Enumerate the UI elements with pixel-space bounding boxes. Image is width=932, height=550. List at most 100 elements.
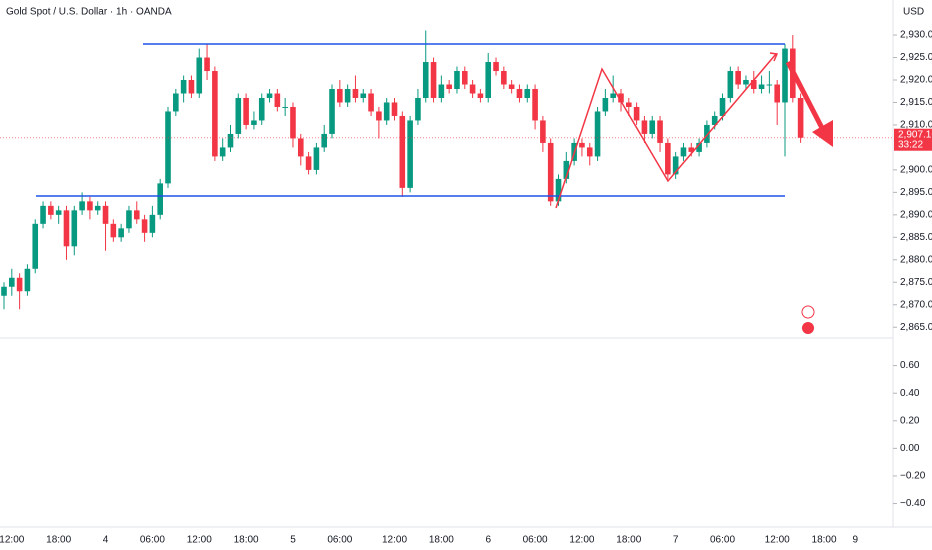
candle-body bbox=[243, 97, 249, 125]
candle-body bbox=[376, 111, 382, 121]
x-tick-label: 6 bbox=[485, 535, 491, 546]
candle-body bbox=[665, 142, 671, 175]
candle-body bbox=[157, 183, 163, 215]
candle-body bbox=[766, 84, 773, 86]
y-tick-label: 2,920.000 bbox=[900, 75, 932, 86]
candle-body bbox=[719, 97, 726, 116]
y2-tick-label: −0.40 bbox=[900, 498, 926, 509]
candle-body bbox=[391, 102, 398, 116]
y-tick-label: 2,900.000 bbox=[900, 165, 932, 176]
candle-body bbox=[586, 147, 593, 157]
candle-body bbox=[48, 205, 54, 215]
candle-body bbox=[680, 147, 687, 157]
candle-body bbox=[641, 120, 648, 134]
y2-tick-label: 0.60 bbox=[900, 360, 920, 371]
candle-body bbox=[149, 214, 156, 233]
candle-body bbox=[16, 277, 23, 292]
candle-body bbox=[212, 71, 218, 157]
x-tick-label: 4 bbox=[103, 535, 109, 546]
candle-body bbox=[399, 115, 406, 188]
candle-body bbox=[430, 62, 437, 98]
candle-body bbox=[165, 111, 171, 184]
candle-body bbox=[188, 80, 195, 94]
candle-body bbox=[516, 88, 523, 98]
x-tick-label: 7 bbox=[673, 535, 679, 546]
candle-body bbox=[352, 88, 359, 98]
candle-body bbox=[173, 93, 179, 112]
candle-body bbox=[235, 97, 242, 134]
y-tick-label: 2,875.000 bbox=[900, 277, 932, 288]
candle-body bbox=[602, 97, 609, 112]
candle-body bbox=[24, 268, 31, 292]
candle-body bbox=[55, 210, 62, 215]
candle-body bbox=[438, 84, 445, 98]
candle-body bbox=[1, 286, 7, 296]
candle-body bbox=[532, 88, 538, 121]
candle-body bbox=[219, 147, 226, 157]
zigzag-arrowhead bbox=[769, 52, 779, 62]
candle-body bbox=[407, 120, 413, 188]
candle-body bbox=[110, 223, 117, 238]
x-tick-label: 06:00 bbox=[710, 535, 735, 546]
x-tick-label: 18:00 bbox=[812, 535, 837, 546]
candle-body bbox=[501, 71, 507, 85]
candle-body bbox=[633, 106, 640, 121]
x-tick-label: 5 bbox=[290, 535, 296, 546]
x-tick-label: 18:00 bbox=[616, 535, 641, 546]
candle-body bbox=[368, 93, 374, 112]
x-tick-label: 18:00 bbox=[46, 535, 71, 546]
candle-body bbox=[133, 210, 140, 220]
candle-body bbox=[704, 124, 710, 143]
down-arrow bbox=[785, 60, 825, 130]
candle-body bbox=[180, 80, 187, 94]
candle-body bbox=[196, 57, 203, 94]
candle-body bbox=[227, 133, 234, 148]
candle-body bbox=[610, 93, 616, 98]
y-tick-label: 2,915.000 bbox=[900, 97, 932, 108]
candle-body bbox=[540, 120, 546, 143]
candle-body bbox=[102, 205, 109, 224]
x-tick-label: 12:00 bbox=[569, 535, 594, 546]
candle-body bbox=[9, 277, 15, 287]
candle-body bbox=[711, 115, 718, 125]
candle-body bbox=[79, 201, 85, 211]
candle-body bbox=[524, 88, 531, 98]
event-icon[interactable] bbox=[801, 305, 815, 319]
candle-body bbox=[251, 120, 257, 125]
candle-body bbox=[126, 210, 132, 229]
y-tick-label: 2,890.000 bbox=[900, 209, 932, 220]
candle-body bbox=[758, 84, 765, 89]
y-tick-label: 2,870.000 bbox=[900, 299, 932, 310]
candle-body bbox=[727, 71, 734, 98]
last-price-label: 2,907.160 bbox=[898, 129, 932, 140]
y2-tick-label: 0.20 bbox=[900, 415, 920, 426]
x-tick-label: 06:00 bbox=[327, 535, 352, 546]
candle-body bbox=[461, 71, 468, 85]
candle-body bbox=[329, 88, 335, 134]
candle-body bbox=[493, 62, 499, 72]
candle-body bbox=[313, 147, 320, 170]
y-tick-label: 2,930.000 bbox=[900, 30, 932, 41]
candles bbox=[1, 30, 804, 310]
candle-body bbox=[649, 120, 656, 134]
candle-body bbox=[118, 228, 124, 238]
candle-body bbox=[477, 93, 484, 98]
candle-body bbox=[87, 201, 93, 211]
candle-body bbox=[40, 205, 46, 224]
candle-body bbox=[71, 210, 78, 247]
candle-body bbox=[258, 97, 265, 121]
candle-body bbox=[32, 223, 39, 269]
candle-body bbox=[469, 84, 476, 94]
flag-icon[interactable] bbox=[802, 322, 814, 334]
x-tick-label: 12:00 bbox=[382, 535, 407, 546]
candle-body bbox=[337, 88, 343, 103]
down-arrow-head bbox=[812, 120, 833, 147]
candle-body bbox=[555, 178, 562, 202]
candle-body bbox=[618, 93, 624, 103]
candle-body bbox=[735, 71, 741, 85]
candle-body bbox=[696, 142, 702, 152]
x-tick-label: 06:00 bbox=[140, 535, 165, 546]
candle-body bbox=[344, 88, 351, 103]
candle-body bbox=[750, 80, 757, 89]
